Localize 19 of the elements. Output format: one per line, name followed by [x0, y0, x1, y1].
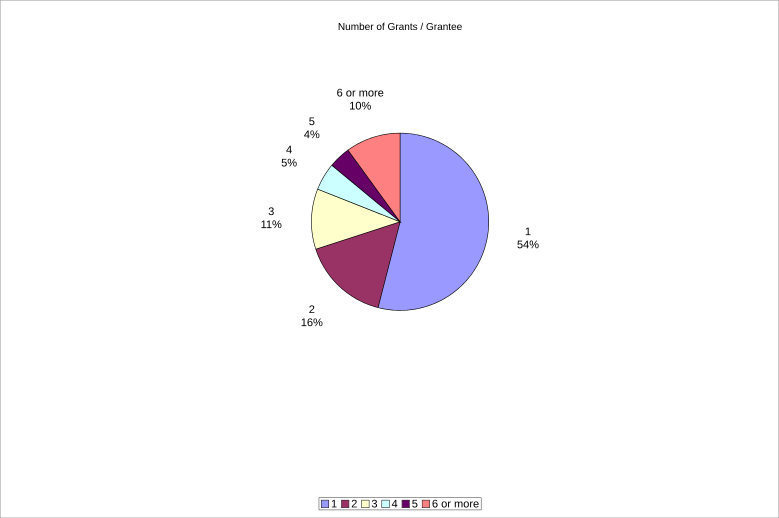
- legend-label: 6 or more: [432, 500, 479, 508]
- legend-label: 2: [352, 500, 357, 508]
- chart-title: Number of Grants / Grantee: [338, 22, 462, 30]
- data-label: 4%: [304, 130, 320, 138]
- legend-label: 4: [392, 500, 398, 508]
- data-label: 11%: [261, 220, 282, 228]
- data-label: 16%: [302, 318, 322, 326]
- legend-label: 3: [372, 500, 378, 508]
- data-label: 54%: [517, 240, 539, 248]
- slice-label: 3: [268, 207, 274, 216]
- data-label: 10%: [350, 102, 371, 110]
- data-label: 5%: [282, 158, 297, 166]
- slice-label: 2: [309, 305, 314, 313]
- slice-label: 5: [309, 117, 314, 126]
- slice-label: 6 or more: [337, 88, 384, 97]
- slice-label: 4: [286, 146, 292, 154]
- legend-label: 1: [332, 500, 337, 508]
- legend-label: 5: [412, 500, 418, 508]
- slice-label: 1: [526, 228, 531, 236]
